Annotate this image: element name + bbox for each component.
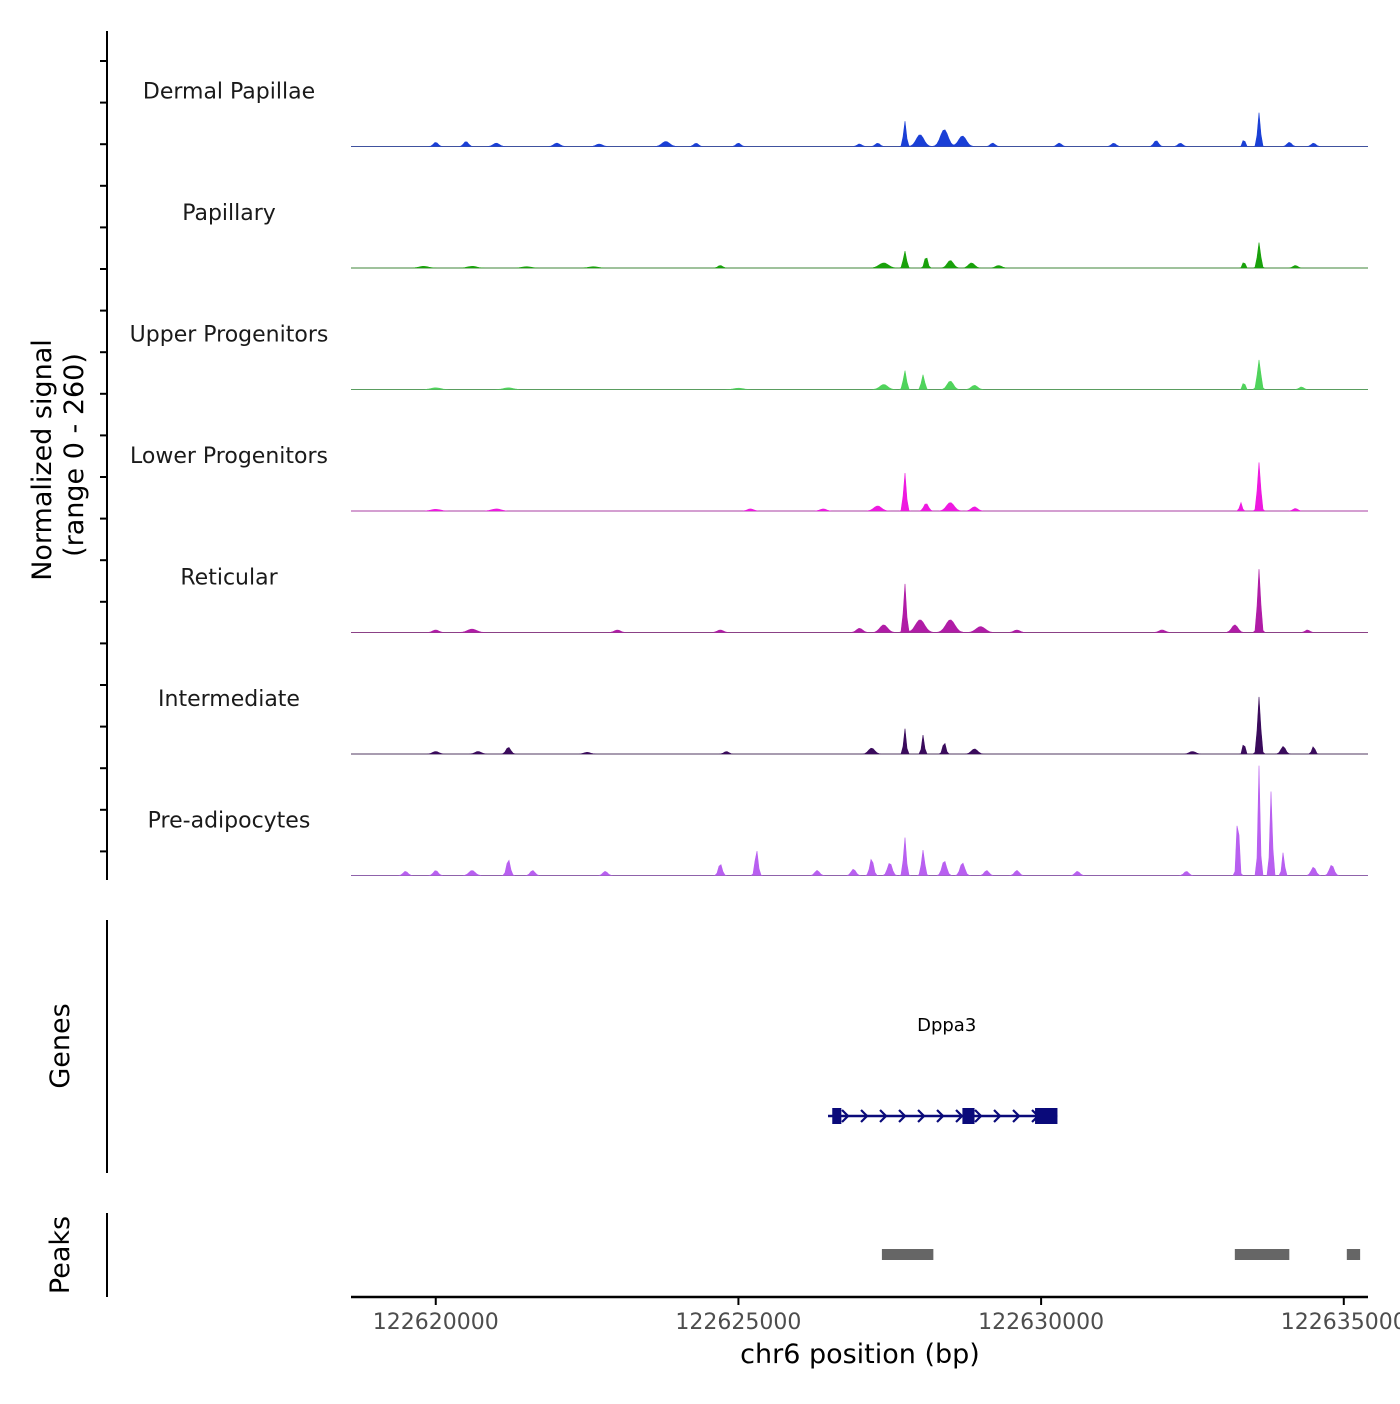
gene-track: Dppa3 [828,1015,1058,1124]
gene-strand-arrow [1012,1109,1021,1123]
track-papillary: Papillary [182,201,1368,269]
x-tick-label: 122635000 [1281,1310,1400,1335]
y-axis-title-line2: (range 0 - 260) [59,353,90,557]
gene-exon [832,1108,842,1124]
peak-regions [881,1249,1361,1260]
gene-strand-arrow [993,1109,1002,1123]
track-label-lower-progenitors: Lower Progenitors [130,444,328,469]
track-dermal-papillae: Dermal Papillae [143,80,1368,147]
track-reticular: Reticular [180,566,1368,633]
x-axis-title: chr6 position (bp) [740,1339,980,1370]
gene-strand-arrow [879,1109,888,1123]
coverage-area-dermal-papillae [351,112,1368,147]
gene-label-dppa3: Dppa3 [917,1015,976,1036]
gene-strand-arrow [936,1109,945,1123]
coverage-area-intermediate [351,696,1368,755]
track-label-dermal-papillae: Dermal Papillae [143,80,315,105]
coverage-area-papillary [351,242,1368,269]
track-label-upper-progenitors: Upper Progenitors [130,323,329,348]
coverage-area-reticular [351,569,1368,633]
coverage-area-lower-progenitors [351,462,1368,512]
peak-region [1346,1249,1361,1260]
x-tick-label: 122630000 [978,1310,1104,1335]
track-intermediate: Intermediate [158,687,1368,755]
peak-region [881,1249,934,1260]
track-label-reticular: Reticular [180,566,278,591]
x-tick-label: 122620000 [373,1310,499,1335]
gene-strand-arrow [860,1109,869,1123]
x-axis-ticks: 122620000 122625000 122630000 122635000 [373,1297,1400,1335]
gene-strand-arrow [898,1109,907,1123]
peaks-panel-label: Peaks [45,1216,76,1294]
coverage-y-ticks [100,60,107,853]
track-pre-adipocytes: Pre-adipocytes [148,765,1368,876]
track-label-pre-adipocytes: Pre-adipocytes [148,809,311,834]
track-label-intermediate: Intermediate [158,687,300,712]
coverage-tracks: Dermal Papillae Papillary Upper Progenitor… [130,80,1368,876]
gene-strand-arrow [955,1109,964,1123]
gene-strand-arrow [974,1109,983,1123]
y-axis-title-line1: Normalized signal [27,339,58,581]
coverage-area-pre-adipocytes [351,765,1368,876]
x-tick-label: 122625000 [675,1310,801,1335]
peak-region [1234,1249,1290,1260]
gene-strand-arrow [917,1109,926,1123]
gene-exon [1035,1108,1058,1124]
track-lower-progenitors: Lower Progenitors [130,444,1368,512]
gene-exon [962,1108,975,1124]
track-upper-progenitors: Upper Progenitors [130,323,1368,390]
genes-panel-label: Genes [45,1003,76,1088]
track-label-papillary: Papillary [182,201,276,226]
gene-strand-arrow [841,1109,850,1123]
coverage-area-upper-progenitors [351,359,1368,390]
